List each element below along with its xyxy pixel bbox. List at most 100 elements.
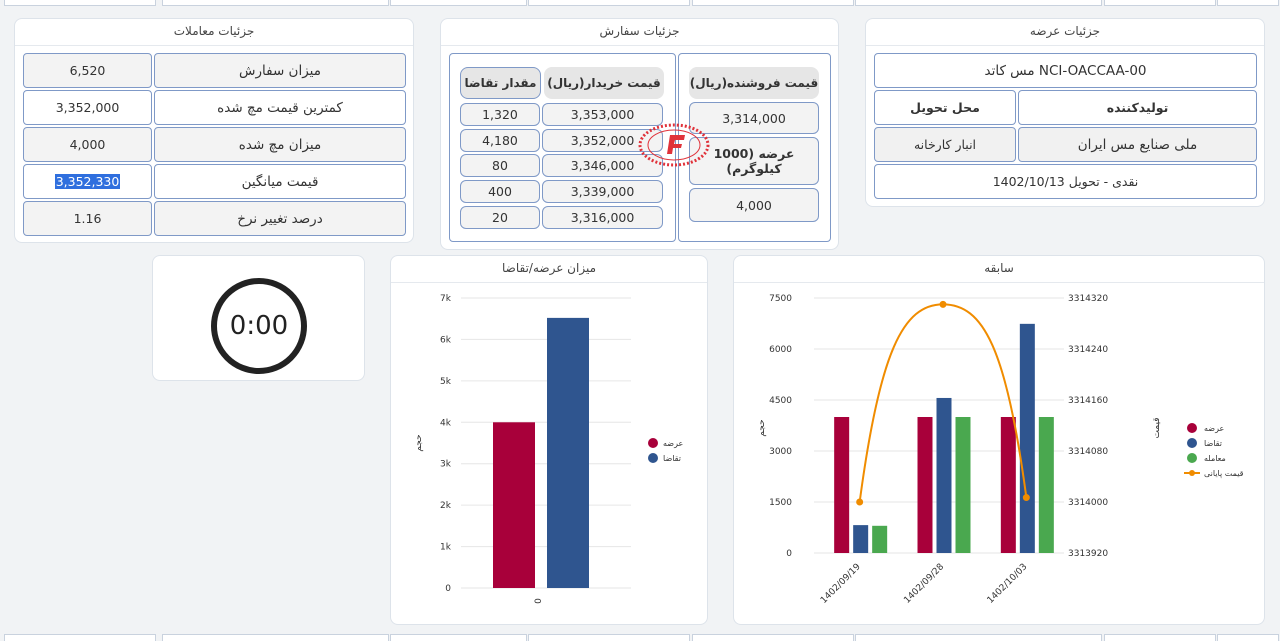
legend-marker <box>1187 438 1197 448</box>
bar-2-1 <box>1019 323 1035 553</box>
y-tick-label: 7500 <box>769 294 792 304</box>
buy-row-4-qty: 400 <box>460 180 540 203</box>
y-axis-label: حجم <box>414 434 424 451</box>
supply-demand-chart-title: میزان عرضه/تقاضا <box>391 256 707 283</box>
supply-demand-chart-panel: میزان عرضه/تقاضا 0 1k 2k 3k 4k 5k 6k 7k حجم 0 عرضه… <box>390 255 708 625</box>
legend-marker <box>1189 470 1195 476</box>
bar-2-2 <box>1038 417 1054 553</box>
delivery-place-header: محل تحویل <box>874 90 1016 125</box>
offer-quantity-label: عرضه (1000 کیلوگرم) <box>689 137 819 185</box>
offer-quantity-label-text: عرضه (1000 کیلوگرم) <box>713 146 795 176</box>
trade-value-order-amount: 6,520 <box>23 53 152 88</box>
trade-label-min-matched-price: کمترین قیمت مچ شده <box>154 90 406 125</box>
bar-0-0 <box>834 417 850 553</box>
payment-delivery-terms: نقدی - تحویل 1402/10/13 <box>874 164 1257 199</box>
offer-details-title: جزئیات عرضه <box>866 19 1264 46</box>
bar-1-0 <box>917 417 933 553</box>
y2-tick-label: 3314080 <box>1068 447 1108 457</box>
trade-label-order-amount: میزان سفارش <box>154 53 406 88</box>
y-tick-label: 4500 <box>769 396 792 406</box>
buy-row-5-qty: 20 <box>460 206 540 229</box>
bar-supply <box>493 422 535 588</box>
trade-label-matched-amount: میزان مچ شده <box>154 127 406 162</box>
legend-label: تقاضا <box>1204 439 1222 448</box>
delivery-place-value: انبار کارخانه <box>874 127 1016 162</box>
buy-row-2-qty: 4,180 <box>460 129 540 152</box>
y2-tick-label: 3314160 <box>1068 396 1108 406</box>
bottom-row-strip <box>0 634 1280 641</box>
y-tick-label: 0 <box>445 584 451 594</box>
legend-label: عرضه <box>1204 424 1224 433</box>
y-tick-label: 4k <box>440 418 452 428</box>
timer-value: 0:00 <box>229 311 289 341</box>
trade-value-average-price: 3,352,330 <box>23 164 152 199</box>
y-axis-label: حجم <box>757 419 767 436</box>
bar-0-1 <box>853 525 869 553</box>
trade-value-matched-amount: 4,000 <box>23 127 152 162</box>
y-tick-label: 6000 <box>769 345 792 355</box>
supply-demand-chart: 0 1k 2k 3k 4k 5k 6k 7k حجم 0 عرضه تقاضا <box>414 294 683 604</box>
legend-marker <box>648 453 658 463</box>
buy-row-1-price: 3,353,000 <box>542 103 663 126</box>
trade-label-average-price: قیمت میانگین <box>154 164 406 199</box>
trade-value-min-matched-price: 3,352,000 <box>23 90 152 125</box>
buy-row-3-qty: 80 <box>460 154 540 177</box>
timer-ring: 0:00 <box>211 278 307 374</box>
top-row-strip <box>0 0 1280 6</box>
producer-header: تولیدکننده <box>1018 90 1257 125</box>
y-tick-label: 3000 <box>769 447 792 457</box>
bar-demand <box>547 317 589 588</box>
legend-label: قیمت پایانی <box>1204 469 1244 478</box>
y-tick-label: 5k <box>440 377 452 387</box>
history-chart-panel: سابقه 0 1500 3000 4500 6000 7500 3313920 331400… <box>733 255 1265 625</box>
legend-label: معامله <box>1204 454 1226 463</box>
trades-details-panel: جزئیات معاملات میزان سفارش 6,520 کمترین … <box>14 18 414 243</box>
y2-tick-label: 3314240 <box>1068 345 1108 355</box>
watermark-logo-icon <box>638 123 710 167</box>
seller-price-header: قیمت فروشنده(ریال) <box>689 67 819 99</box>
y-tick-label: 0 <box>786 549 792 559</box>
buy-row-4-price: 3,339,000 <box>542 180 663 203</box>
order-details-panel: جزئیات سفارش قیمت فروشنده(ریال) 3,314,00… <box>440 18 839 250</box>
buy-row-5-price: 3,316,000 <box>542 206 663 229</box>
y2-tick-label: 3314320 <box>1068 294 1108 304</box>
y2-axis-label: قیمت <box>1152 417 1162 438</box>
x-tick-label: 1402/10/03 <box>986 562 1030 606</box>
x-tick-label: 1402/09/28 <box>902 562 946 606</box>
offer-quantity-value: 4,000 <box>689 188 819 222</box>
x-tick-label: 1402/09/19 <box>819 562 863 606</box>
bar-1-1 <box>936 397 952 553</box>
average-price-selected-text: 3,352,330 <box>54 174 121 189</box>
y-tick-label: 2k <box>440 501 452 511</box>
legend-label: تقاضا <box>663 454 681 463</box>
buy-row-2-price: 3,352,000 <box>542 129 663 152</box>
y-tick-label: 6k <box>440 335 452 345</box>
buyer-price-header: قیمت خریدار(ریال) <box>544 67 664 99</box>
closing-price-point-0 <box>856 498 864 506</box>
countdown-timer-panel: 0:00 <box>152 255 365 381</box>
y2-tick-label: 3313920 <box>1068 549 1108 559</box>
offer-details-panel: جزئیات عرضه مس کاتد NCI-OACCAA-00 تولیدک… <box>865 18 1265 207</box>
trade-value-rate-change: 1.16 <box>23 201 152 236</box>
buy-row-1-qty: 1,320 <box>460 103 540 126</box>
y2-tick-label: 3314000 <box>1068 498 1108 508</box>
y-tick-label: 1500 <box>769 498 792 508</box>
closing-price-point-1 <box>939 300 947 308</box>
y-tick-label: 3k <box>440 460 452 470</box>
closing-price-point-2 <box>1022 494 1030 502</box>
history-chart: 0 1500 3000 4500 6000 7500 3313920 3314000 33140… <box>757 294 1244 606</box>
history-chart-title: سابقه <box>734 256 1264 283</box>
legend-marker <box>648 438 658 448</box>
trade-label-rate-change: درصد تغییر نرخ <box>154 201 406 236</box>
bar-1-2 <box>955 417 971 553</box>
buy-row-3-price: 3,346,000 <box>542 154 663 177</box>
order-details-title: جزئیات سفارش <box>441 19 838 46</box>
bar-2-0 <box>1000 417 1016 553</box>
bar-0-2 <box>872 525 888 553</box>
x-tick-label: 0 <box>534 598 544 604</box>
producer-value: ملی صنایع مس ایران <box>1018 127 1257 162</box>
y-tick-label: 7k <box>440 294 452 304</box>
legend-marker <box>1187 423 1197 433</box>
legend-marker <box>1187 453 1197 463</box>
y-tick-label: 1k <box>440 543 452 553</box>
